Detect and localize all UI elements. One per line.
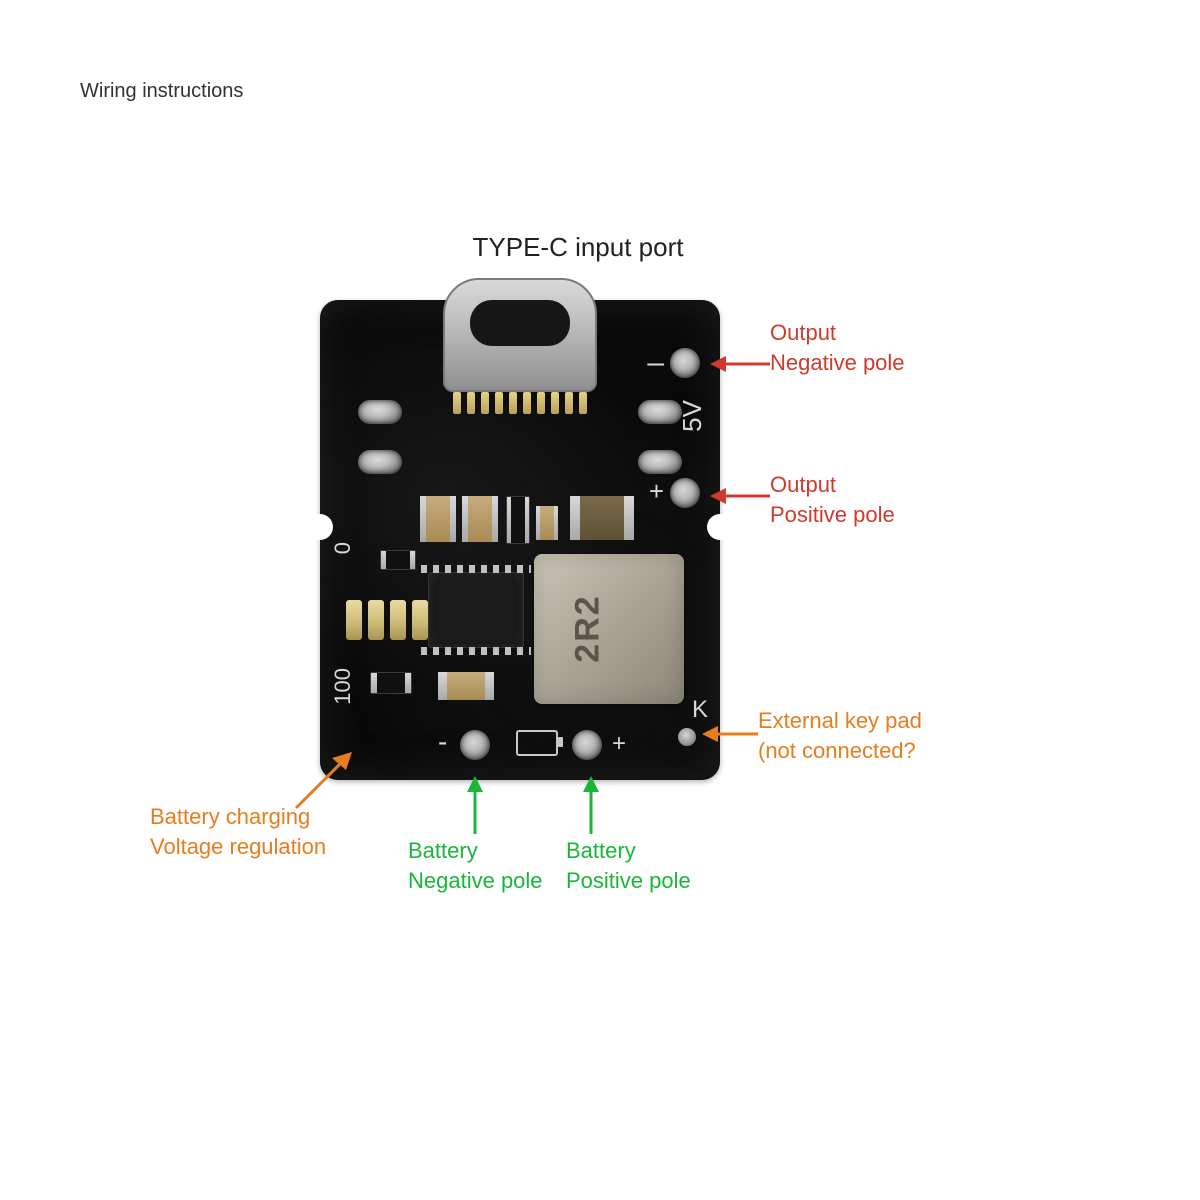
usb-c-connector [435, 278, 605, 428]
callout-battery-positive: Battery Positive pole [566, 836, 691, 895]
silk-minus-batt: - [438, 726, 447, 758]
smd-cap [438, 672, 494, 700]
inductor: 2R2 [534, 554, 684, 704]
arrow-battery-positive [576, 776, 606, 836]
smd-cap [536, 506, 558, 540]
silk-k: K [692, 696, 708, 724]
smd-res [506, 496, 530, 544]
page-title: Wiring instructions [80, 80, 243, 103]
arrow-external-key [702, 722, 758, 746]
callout-battery-negative: Battery Negative pole [408, 836, 543, 895]
callout-line: Positive pole [770, 500, 895, 530]
callout-line: Positive pole [566, 866, 691, 896]
callout-line: Output [770, 318, 905, 348]
arrow-battery-negative [460, 776, 490, 836]
callout-line: Voltage regulation [150, 832, 326, 862]
callout-line: Output [770, 470, 895, 500]
callout-line: (not connected? [758, 736, 922, 766]
silk-5v: 5V [677, 400, 708, 432]
pcb-board: – + 5V - + K 0 100 2R2 [320, 300, 720, 780]
smd-res [380, 550, 416, 570]
smd-cap [462, 496, 498, 542]
smd-cap [420, 496, 456, 542]
pad-output-negative [670, 348, 700, 378]
callout-output-negative: Output Negative pole [770, 318, 905, 377]
arrow-battery-charging [290, 744, 360, 814]
callout-external-key: External key pad (not connected? [758, 706, 922, 765]
pad-battery-positive [572, 730, 602, 760]
callout-line: External key pad [758, 706, 922, 736]
callout-line: Battery [408, 836, 543, 866]
mount-pad [358, 450, 402, 474]
battery-icon [516, 730, 558, 756]
arrow-output-negative [710, 352, 770, 376]
inductor-marking: 2R2 [569, 594, 608, 662]
mount-pad [638, 450, 682, 474]
silk-plus-batt: + [612, 730, 626, 758]
smd-cap [570, 496, 634, 540]
mount-pad [638, 400, 682, 424]
mount-pad [358, 400, 402, 424]
callout-line: Negative pole [408, 866, 543, 896]
arrow-output-positive [710, 484, 770, 508]
pad-battery-negative [460, 730, 490, 760]
callout-line: Battery [566, 836, 691, 866]
callout-line: Negative pole [770, 348, 905, 378]
top-label-type-c: TYPE-C input port [378, 232, 778, 263]
silk-plus-out: + [649, 476, 664, 507]
callout-output-positive: Output Positive pole [770, 470, 895, 529]
smd-res [370, 672, 412, 694]
silk-100: 100 [330, 668, 356, 705]
ic-chip [428, 572, 524, 648]
silk-0: 0 [330, 542, 356, 554]
silk-minus-out: – [647, 346, 664, 380]
pad-output-positive [670, 478, 700, 508]
pad-key [678, 728, 696, 746]
